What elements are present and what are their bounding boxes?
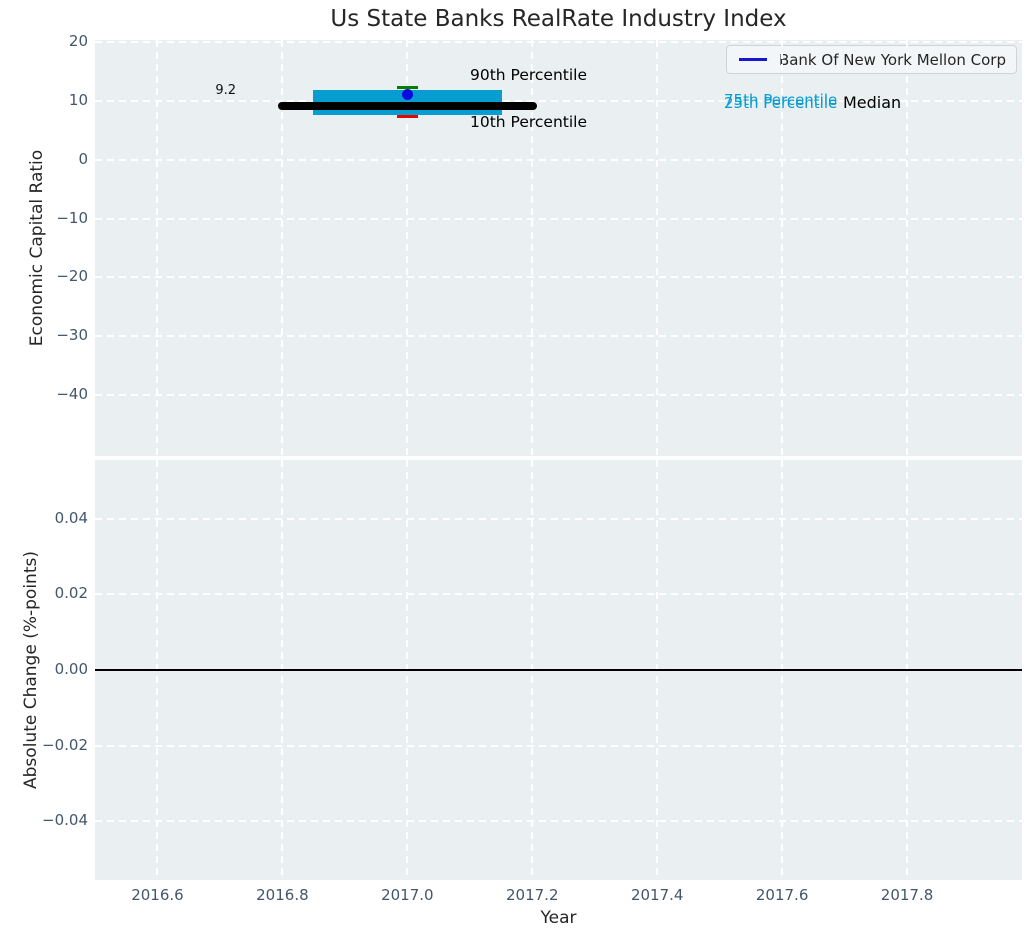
y-tick-label: −40 bbox=[56, 384, 88, 403]
gridline-horizontal bbox=[95, 335, 1022, 338]
gridline-vertical bbox=[156, 40, 159, 456]
y-tick-label: −10 bbox=[56, 208, 88, 227]
plot-area-top: Bank Of New York Mellon Corp bbox=[95, 40, 1022, 456]
y-tick-label: 0.02 bbox=[54, 584, 88, 603]
x-axis-label: Year bbox=[540, 908, 577, 928]
x-tick-label: 2017.0 bbox=[381, 886, 434, 904]
zero-line bbox=[95, 669, 1022, 671]
annotation-25th-percentile: 25th Percentile bbox=[724, 94, 838, 112]
y-tick-label: 20 bbox=[68, 32, 88, 51]
x-tick-label: 2016.6 bbox=[131, 886, 184, 904]
median-line bbox=[278, 101, 537, 110]
annotation-10th-percentile: 10th Percentile bbox=[470, 113, 588, 131]
plot-area-bottom bbox=[95, 460, 1022, 880]
annotation-median-value: 9.2 bbox=[215, 83, 236, 98]
y-tick-label: −0.02 bbox=[42, 735, 88, 754]
legend: Bank Of New York Mellon Corp bbox=[725, 45, 1017, 74]
p10-cap bbox=[396, 115, 418, 119]
company-data-point bbox=[401, 89, 413, 101]
gridline-vertical bbox=[906, 40, 909, 456]
gridline-vertical bbox=[406, 40, 409, 456]
x-tick-label: 2017.8 bbox=[880, 886, 934, 904]
gridline-horizontal bbox=[95, 41, 1022, 44]
gridline-horizontal bbox=[95, 217, 1022, 220]
y-tick-label: 0.04 bbox=[54, 508, 88, 527]
y-tick-label: −30 bbox=[56, 326, 88, 345]
gridline-horizontal bbox=[95, 393, 1022, 396]
x-tick-label: 2016.8 bbox=[256, 886, 309, 904]
p90-cap bbox=[396, 85, 418, 89]
annotation-median: Median bbox=[843, 93, 902, 112]
y-tick-label: −20 bbox=[56, 267, 88, 286]
gridline-horizontal bbox=[95, 517, 1022, 520]
x-tick-label: 2017.4 bbox=[630, 886, 684, 904]
gridline-horizontal bbox=[95, 820, 1022, 823]
annotation-75th-percentile: 75th Percentile bbox=[724, 91, 838, 109]
y-tick-label: −0.04 bbox=[42, 811, 88, 830]
gridline-vertical bbox=[531, 40, 534, 456]
gridline-horizontal bbox=[95, 276, 1022, 279]
legend-line-swatch bbox=[738, 58, 767, 61]
x-tick-label: 2017.6 bbox=[755, 886, 809, 904]
gridline-vertical bbox=[281, 40, 284, 456]
gridline-horizontal bbox=[95, 100, 1022, 103]
legend-label: Bank Of New York Mellon Corp bbox=[778, 50, 1006, 69]
gridline-horizontal bbox=[95, 593, 1022, 596]
chart-title: Us State Banks RealRate Industry Index bbox=[330, 6, 787, 32]
y-tick-label: 0.00 bbox=[54, 660, 88, 678]
gridline-vertical bbox=[781, 40, 784, 456]
y-tick-label: 0 bbox=[78, 149, 88, 168]
gridline-vertical bbox=[656, 40, 659, 456]
annotation-90th-percentile: 90th Percentile bbox=[470, 66, 588, 84]
x-tick-label: 2017.2 bbox=[506, 886, 559, 904]
y-tick-label: 10 bbox=[68, 91, 88, 110]
gridline-horizontal bbox=[95, 158, 1022, 161]
gridline-horizontal bbox=[95, 744, 1022, 747]
